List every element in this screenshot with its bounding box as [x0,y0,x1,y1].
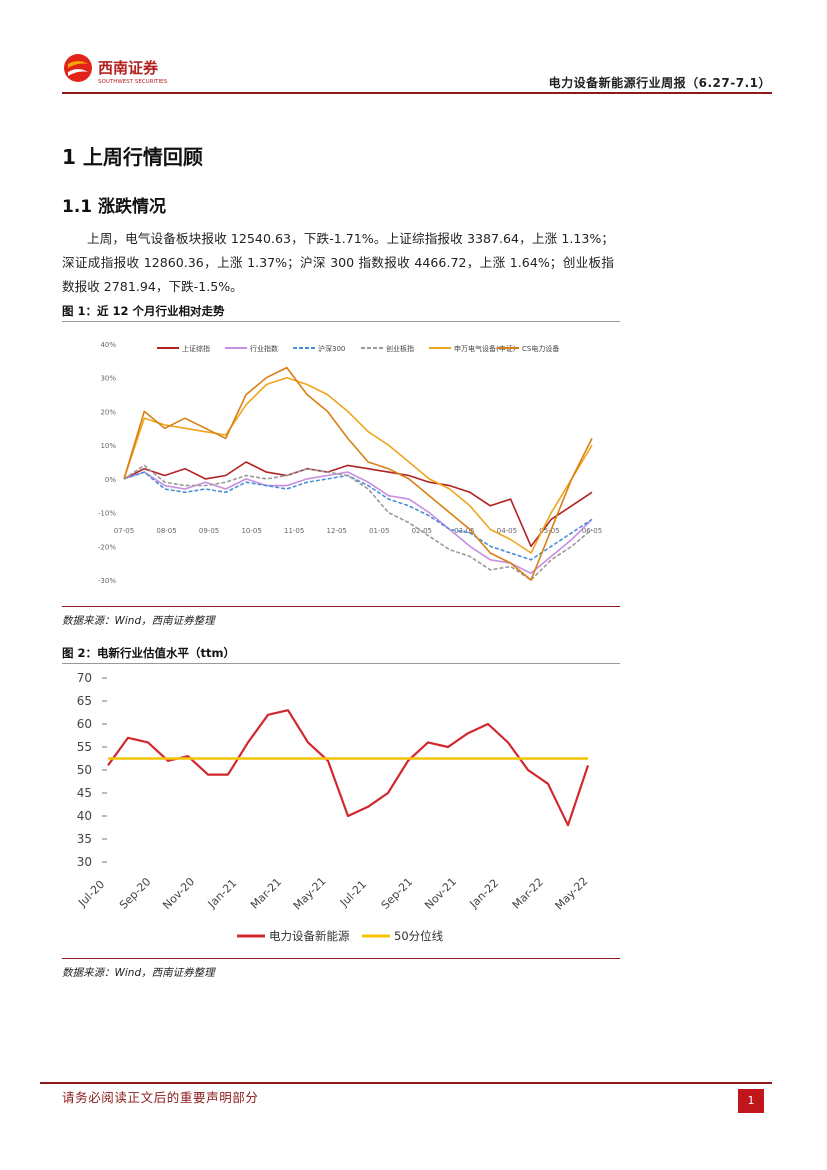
x-tick-label: Nov-20 [160,875,197,912]
y-tick-label: 50 [77,763,92,777]
x-tick-label: Sep-20 [117,875,154,912]
legend-label: 电力设备新能源 [269,929,350,943]
legend-label: 创业板指 [386,344,414,353]
legend-label: 行业指数 [250,344,278,353]
x-tick-label: 09-05 [199,527,219,535]
logo-mark: 西南证券 SOUTHWEST SECURITIES [64,54,168,85]
figure1-title: 图 1：近 12 个月行业相对走势 [62,304,225,318]
y-tick-label: 10% [100,442,116,450]
x-tick-label: 01-05 [369,527,389,535]
y-tick-label: 65 [77,694,92,708]
x-tick-label: 11-05 [284,527,304,535]
logo-text-cn: 西南证券 [98,59,159,77]
y-tick-label: 40 [77,809,92,823]
figure1-top-rule [62,321,620,322]
y-tick-label: -10% [98,510,116,518]
x-tick-label: Jan-21 [205,877,240,912]
x-tick-label: 10-05 [241,527,261,535]
legend-label: 上证综指 [182,344,210,353]
x-tick-label: 08-05 [156,527,176,535]
x-tick-label: Jul-21 [337,878,369,910]
series-line-1 [107,709,590,827]
y-tick-label: 0% [105,476,116,484]
chart-relative-performance: 40% 30% 20% 10% 0% -10% -20% -30% 07-05 08-05 09-0… [98,341,602,585]
series-line-5 [123,376,593,554]
y-tick-label: 60 [77,717,92,731]
company-logo: 西南证券 SOUTHWEST SECURITIES [62,52,212,88]
figure2-bottom-rule [62,958,620,960]
y-tick-label: 70 [77,671,92,685]
page-number: 1 [738,1089,764,1113]
x-tick-label: Mar-22 [510,875,546,911]
report-title: 电力设备新能源行业周报（6.27-7.1） [548,76,771,90]
y-tick-label: 55 [77,740,92,754]
header-divider [62,92,772,94]
series-line-6 [123,366,593,581]
y-tick-label: 30% [100,375,116,383]
subsection-heading: 1.1 涨跌情况 [62,197,167,217]
figure1-bottom-rule [62,606,620,608]
x-tick-label: Jul-20 [75,878,107,910]
y-tick-label: 35 [77,832,92,846]
x-tick-label: Sep-21 [379,875,416,912]
y-tick-label: 45 [77,786,92,800]
figure2-title: 图 2：电新行业估值水平（ttm） [62,646,235,660]
x-tick-label: 04-05 [497,527,517,535]
figure1-source: 数据来源：Wind，西南证券整理 [62,615,215,627]
x-tick-label: 06-05 [582,527,602,535]
legend-label: 申万电气设备(中证) [454,344,516,353]
x-tick-label: May-22 [553,875,591,913]
series-line-2 [123,471,593,575]
logo-text-en: SOUTHWEST SECURITIES [98,79,168,85]
y-tick-label: 30 [77,855,92,869]
x-tick-label: 03-05 [454,527,474,535]
x-tick-label: May-21 [291,875,329,913]
legend-label: CS电力设备 [522,344,559,353]
x-tick-label: Mar-21 [248,875,284,911]
y-tick-label: -30% [98,577,116,585]
figure2-source: 数据来源：Wind，西南证券整理 [62,967,215,979]
series-line-4 [123,464,593,581]
disclaimer-notice: 请务必阅读正文后的重要声明部分 [62,1090,259,1105]
series-line-3 [123,471,593,561]
legend-label: 50分位线 [394,929,444,943]
figure2-top-rule [62,663,620,664]
x-tick-label: 12-05 [327,527,347,535]
x-tick-label: Nov-21 [422,875,459,912]
series-line-1 [123,461,593,548]
footer-divider [40,1082,772,1084]
x-tick-label: 05-05 [539,527,559,535]
section-heading: 1 上周行情回顾 [62,145,203,169]
y-tick-label: -20% [98,543,116,551]
x-tick-label: 07-05 [114,527,134,535]
y-tick-label: 20% [100,408,116,416]
y-tick-label: 40% [100,341,116,349]
x-tick-label: Jan-22 [467,877,502,912]
market-summary-paragraph: 上周，电气设备板块报收 12540.63，下跌-1.71%。上证综指报收 338… [62,231,614,294]
legend-label: 沪深300 [318,344,345,353]
